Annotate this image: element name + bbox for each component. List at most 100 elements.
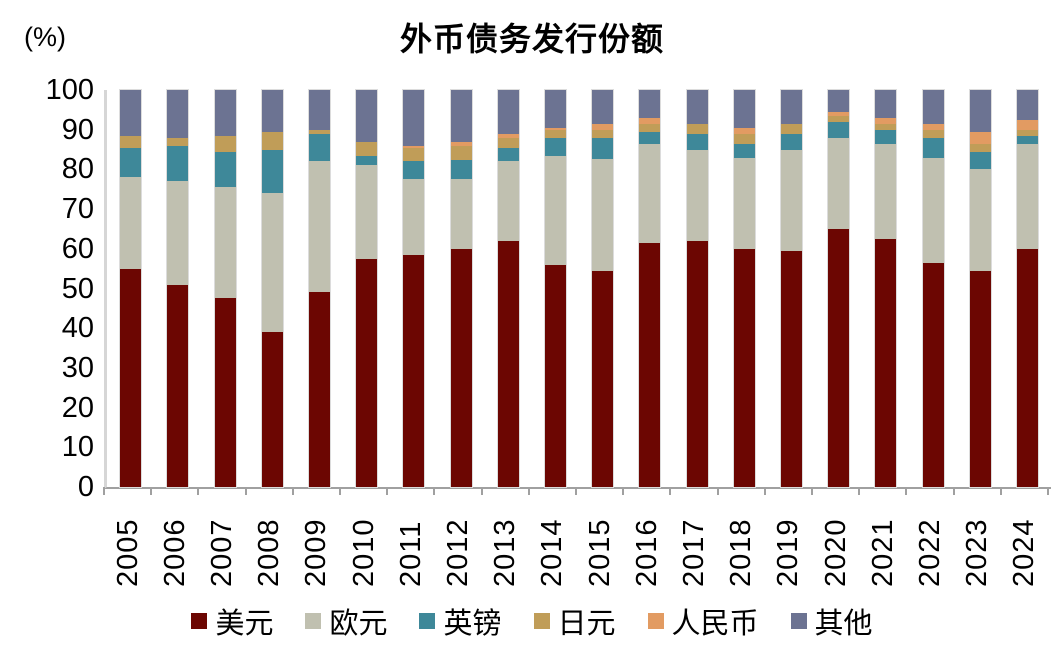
bar-segment-日元 xyxy=(356,141,378,156)
x-axis-label-2010: 2010 xyxy=(347,518,380,587)
x-axis-tick xyxy=(952,487,955,495)
bar-segment-人民币 xyxy=(639,117,661,124)
y-axis-tick-label: 70 xyxy=(61,193,94,226)
bar-segment-日元 xyxy=(780,123,802,134)
bar-segment-其他 xyxy=(969,90,991,132)
x-axis-tick xyxy=(575,487,577,495)
bar-segment-英镑 xyxy=(686,133,708,150)
x-axis-label-2020: 2020 xyxy=(819,518,852,587)
legend-swatch-icon xyxy=(419,613,436,629)
stacked-bar-2006 xyxy=(167,90,189,487)
bar-segment-英镑 xyxy=(733,143,755,158)
legend-label: 其他 xyxy=(814,608,873,640)
y-axis-tick-label: 60 xyxy=(61,232,94,265)
bar-segment-欧元 xyxy=(261,193,283,333)
legend-item-英镑: 英镑 xyxy=(419,600,502,642)
x-axis-tick xyxy=(1047,487,1049,495)
bar-segment-欧元 xyxy=(639,143,661,243)
bar-segment-人民币 xyxy=(450,141,472,146)
x-axis-label-2009: 2009 xyxy=(300,518,333,587)
bar-segment-欧元 xyxy=(780,149,802,251)
bar-segment-美元 xyxy=(686,240,708,487)
y-axis-unit-label: (%) xyxy=(24,22,66,52)
y-axis-tick-label: 30 xyxy=(61,351,94,384)
bar-segment-欧元 xyxy=(733,157,755,249)
bar-segment-美元 xyxy=(214,298,236,487)
bar-segment-欧元 xyxy=(497,161,519,241)
bar-segment-日元 xyxy=(214,135,236,152)
bar-segment-欧元 xyxy=(403,179,425,255)
bar-segment-人民币 xyxy=(922,123,944,130)
stacked-bar-2022 xyxy=(922,90,944,487)
bar-segment-美元 xyxy=(733,248,755,487)
stacked-bar-2011 xyxy=(403,90,425,487)
bar-segment-其他 xyxy=(120,90,142,136)
bar-segment-美元 xyxy=(497,240,519,487)
x-axis-tick xyxy=(339,487,341,495)
bar-segment-英镑 xyxy=(1016,135,1038,144)
bar-segment-欧元 xyxy=(450,179,472,249)
bar-segment-日元 xyxy=(592,129,614,138)
bar-segment-其他 xyxy=(875,90,897,118)
bar-segment-英镑 xyxy=(214,151,236,188)
bar-segment-日元 xyxy=(639,123,661,132)
bar-segment-英镑 xyxy=(167,145,189,182)
bar-segment-人民币 xyxy=(875,117,897,124)
y-axis-tick-label: 40 xyxy=(61,312,94,345)
legend-item-其他: 其他 xyxy=(790,600,873,642)
stacked-bar-2012 xyxy=(450,90,472,487)
bar-segment-欧元 xyxy=(356,165,378,259)
bar-segment-其他 xyxy=(733,90,755,128)
x-axis-label-2023: 2023 xyxy=(961,518,994,587)
y-axis-tick-label: 10 xyxy=(61,431,94,464)
y-axis-tick-label: 20 xyxy=(61,391,94,424)
bar-segment-美元 xyxy=(308,292,330,487)
bar-segment-欧元 xyxy=(544,155,566,265)
bar-segment-英镑 xyxy=(639,131,661,144)
bar-segment-日元 xyxy=(828,115,850,122)
bar-segment-英镑 xyxy=(875,129,897,144)
legend-item-美元: 美元 xyxy=(191,600,273,642)
legend-item-日元: 日元 xyxy=(533,600,616,642)
bar-segment-人民币 xyxy=(828,111,850,116)
y-axis-tick-label: 100 xyxy=(45,74,94,106)
stacked-bar-2007 xyxy=(214,90,236,487)
stacked-bar-2010 xyxy=(356,90,378,487)
bar-segment-其他 xyxy=(1016,90,1038,120)
y-axis-tick-label: 0 xyxy=(77,471,94,503)
bar-segment-欧元 xyxy=(875,143,897,239)
x-axis-label-2021: 2021 xyxy=(866,518,899,587)
bar-segment-日元 xyxy=(308,129,330,134)
bar-segment-英镑 xyxy=(544,137,566,156)
bar-segment-欧元 xyxy=(1016,143,1038,249)
x-axis-label-2015: 2015 xyxy=(583,518,616,587)
plot-area xyxy=(104,90,1051,489)
legend-swatch-icon xyxy=(533,613,550,629)
bar-segment-美元 xyxy=(167,284,189,487)
bar-segment-欧元 xyxy=(167,181,189,285)
bar-segment-其他 xyxy=(167,90,189,138)
bar-segment-英镑 xyxy=(922,137,944,158)
bar-segment-美元 xyxy=(639,242,661,487)
stacked-bar-2018 xyxy=(733,90,755,487)
legend-swatch-icon xyxy=(647,613,664,629)
bar-segment-美元 xyxy=(780,250,802,487)
stacked-bar-2021 xyxy=(875,90,897,487)
bar-segment-日元 xyxy=(403,147,425,162)
y-axis-tick-label: 90 xyxy=(61,113,94,146)
x-axis-tick xyxy=(622,487,625,495)
stacked-bar-2013 xyxy=(497,90,519,487)
y-axis-tick-label: 50 xyxy=(61,272,94,305)
bar-segment-人民币 xyxy=(733,127,755,134)
bar-segment-美元 xyxy=(922,262,944,487)
x-axis-tick xyxy=(480,487,483,495)
x-axis-tick xyxy=(386,487,389,495)
stacked-bar-2023 xyxy=(969,90,991,487)
bar-segment-英镑 xyxy=(969,151,991,170)
bar-segment-其他 xyxy=(544,90,566,128)
legend-swatch-icon xyxy=(191,613,208,629)
bar-segment-其他 xyxy=(214,90,236,136)
x-axis-tick xyxy=(811,487,813,495)
stacked-bar-2017 xyxy=(686,90,708,487)
bar-segment-美元 xyxy=(1016,248,1038,487)
